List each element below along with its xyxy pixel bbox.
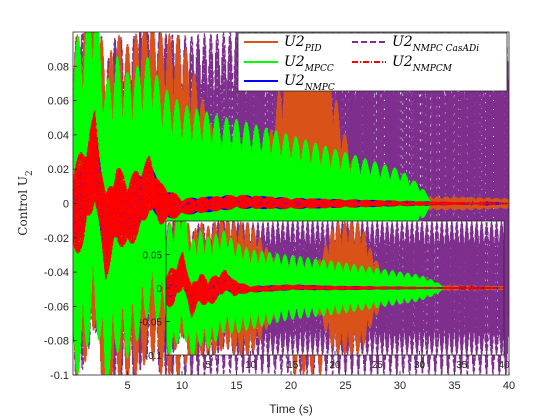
x-tick-label: 10 <box>176 380 188 392</box>
y-tick-label: 0 <box>156 284 162 295</box>
x-tick-label: 15 <box>230 380 242 392</box>
legend-entry-name: U2 <box>392 34 413 50</box>
legend-entry-subscript: NMPC CasADi <box>412 44 479 54</box>
y-axis-label-main: Control U <box>16 176 30 236</box>
x-tick-label: 35 <box>448 380 460 392</box>
y-tick-label: 0.06 <box>48 96 69 108</box>
legend-entry-name: U2 <box>284 54 305 70</box>
y-tick-label: 0.04 <box>48 130 69 142</box>
x-tick-label: 40 <box>503 380 515 392</box>
x-axis-label: Time (s) <box>269 402 313 416</box>
legend-entry: U2PID <box>284 34 322 54</box>
x-tick-label: 15 <box>287 360 299 371</box>
main-axes: 5 10 15 20 25 30 35 40-0.1-0.08-0.06-0.04-0.020… <box>44 61 515 392</box>
legend-entry-subscript: NMPC <box>304 83 335 93</box>
x-tick-label: 25 <box>372 360 384 371</box>
x-tick-label: 20 <box>285 380 297 392</box>
legend-entry-name: U2 <box>284 34 305 50</box>
y-tick-label: -0.08 <box>44 336 69 348</box>
legend-entry-subscript: PID <box>304 44 322 54</box>
x-tick-label: 35 <box>456 360 468 371</box>
legend-entry: U2NMPC CasADi <box>392 34 479 54</box>
x-tick-label: 40 <box>498 360 510 371</box>
y-tick-label: -0.1 <box>50 370 69 382</box>
y-tick-label: -0.05 <box>139 318 162 329</box>
legend-entry: U2MPCC <box>284 54 334 74</box>
y-axis-label: Control U2 <box>16 170 35 235</box>
inset-axes: 5 10 15 20 25 30 35 40 -0.1 -0.05 0 0.05 <box>139 251 510 372</box>
y-tick-label: -0.1 <box>145 351 163 362</box>
y-tick-label: 0.02 <box>48 164 69 176</box>
inset-chart: 5 10 15 20 25 30 35 40 -0.1 -0.05 0 0.05 <box>139 220 510 372</box>
x-tick-label: 5 <box>205 360 211 371</box>
legend-entry-name: U2 <box>284 73 305 89</box>
series-line-nmpcm <box>73 110 509 280</box>
inset-series-layer <box>166 221 504 355</box>
y-tick-label: -0.06 <box>44 301 69 313</box>
legend-entry-name: U2 <box>392 54 413 70</box>
legend-entry-subscript: NMPCM <box>412 64 453 74</box>
x-tick-label: 30 <box>394 380 406 392</box>
x-tick-label: 5 <box>124 380 130 392</box>
y-tick-label: -0.04 <box>44 267 69 279</box>
y-axis-label-sub: 2 <box>25 170 35 176</box>
x-tick-label: 10 <box>245 360 257 371</box>
series-line-nmpcm <box>166 251 504 318</box>
y-tick-label: -0.02 <box>44 233 69 245</box>
x-tick-label: 25 <box>339 380 351 392</box>
x-tick-label: 30 <box>414 360 426 371</box>
legend-entry-subscript: MPCC <box>304 64 334 74</box>
y-tick-label: 0.05 <box>143 251 163 262</box>
y-tick-label: 0 <box>63 199 69 211</box>
legend-entry: U2NMPCM <box>392 54 453 74</box>
y-tick-label: 0.08 <box>48 61 69 73</box>
x-tick-label: 20 <box>329 360 341 371</box>
legend-entry: U2NMPC <box>284 73 335 93</box>
